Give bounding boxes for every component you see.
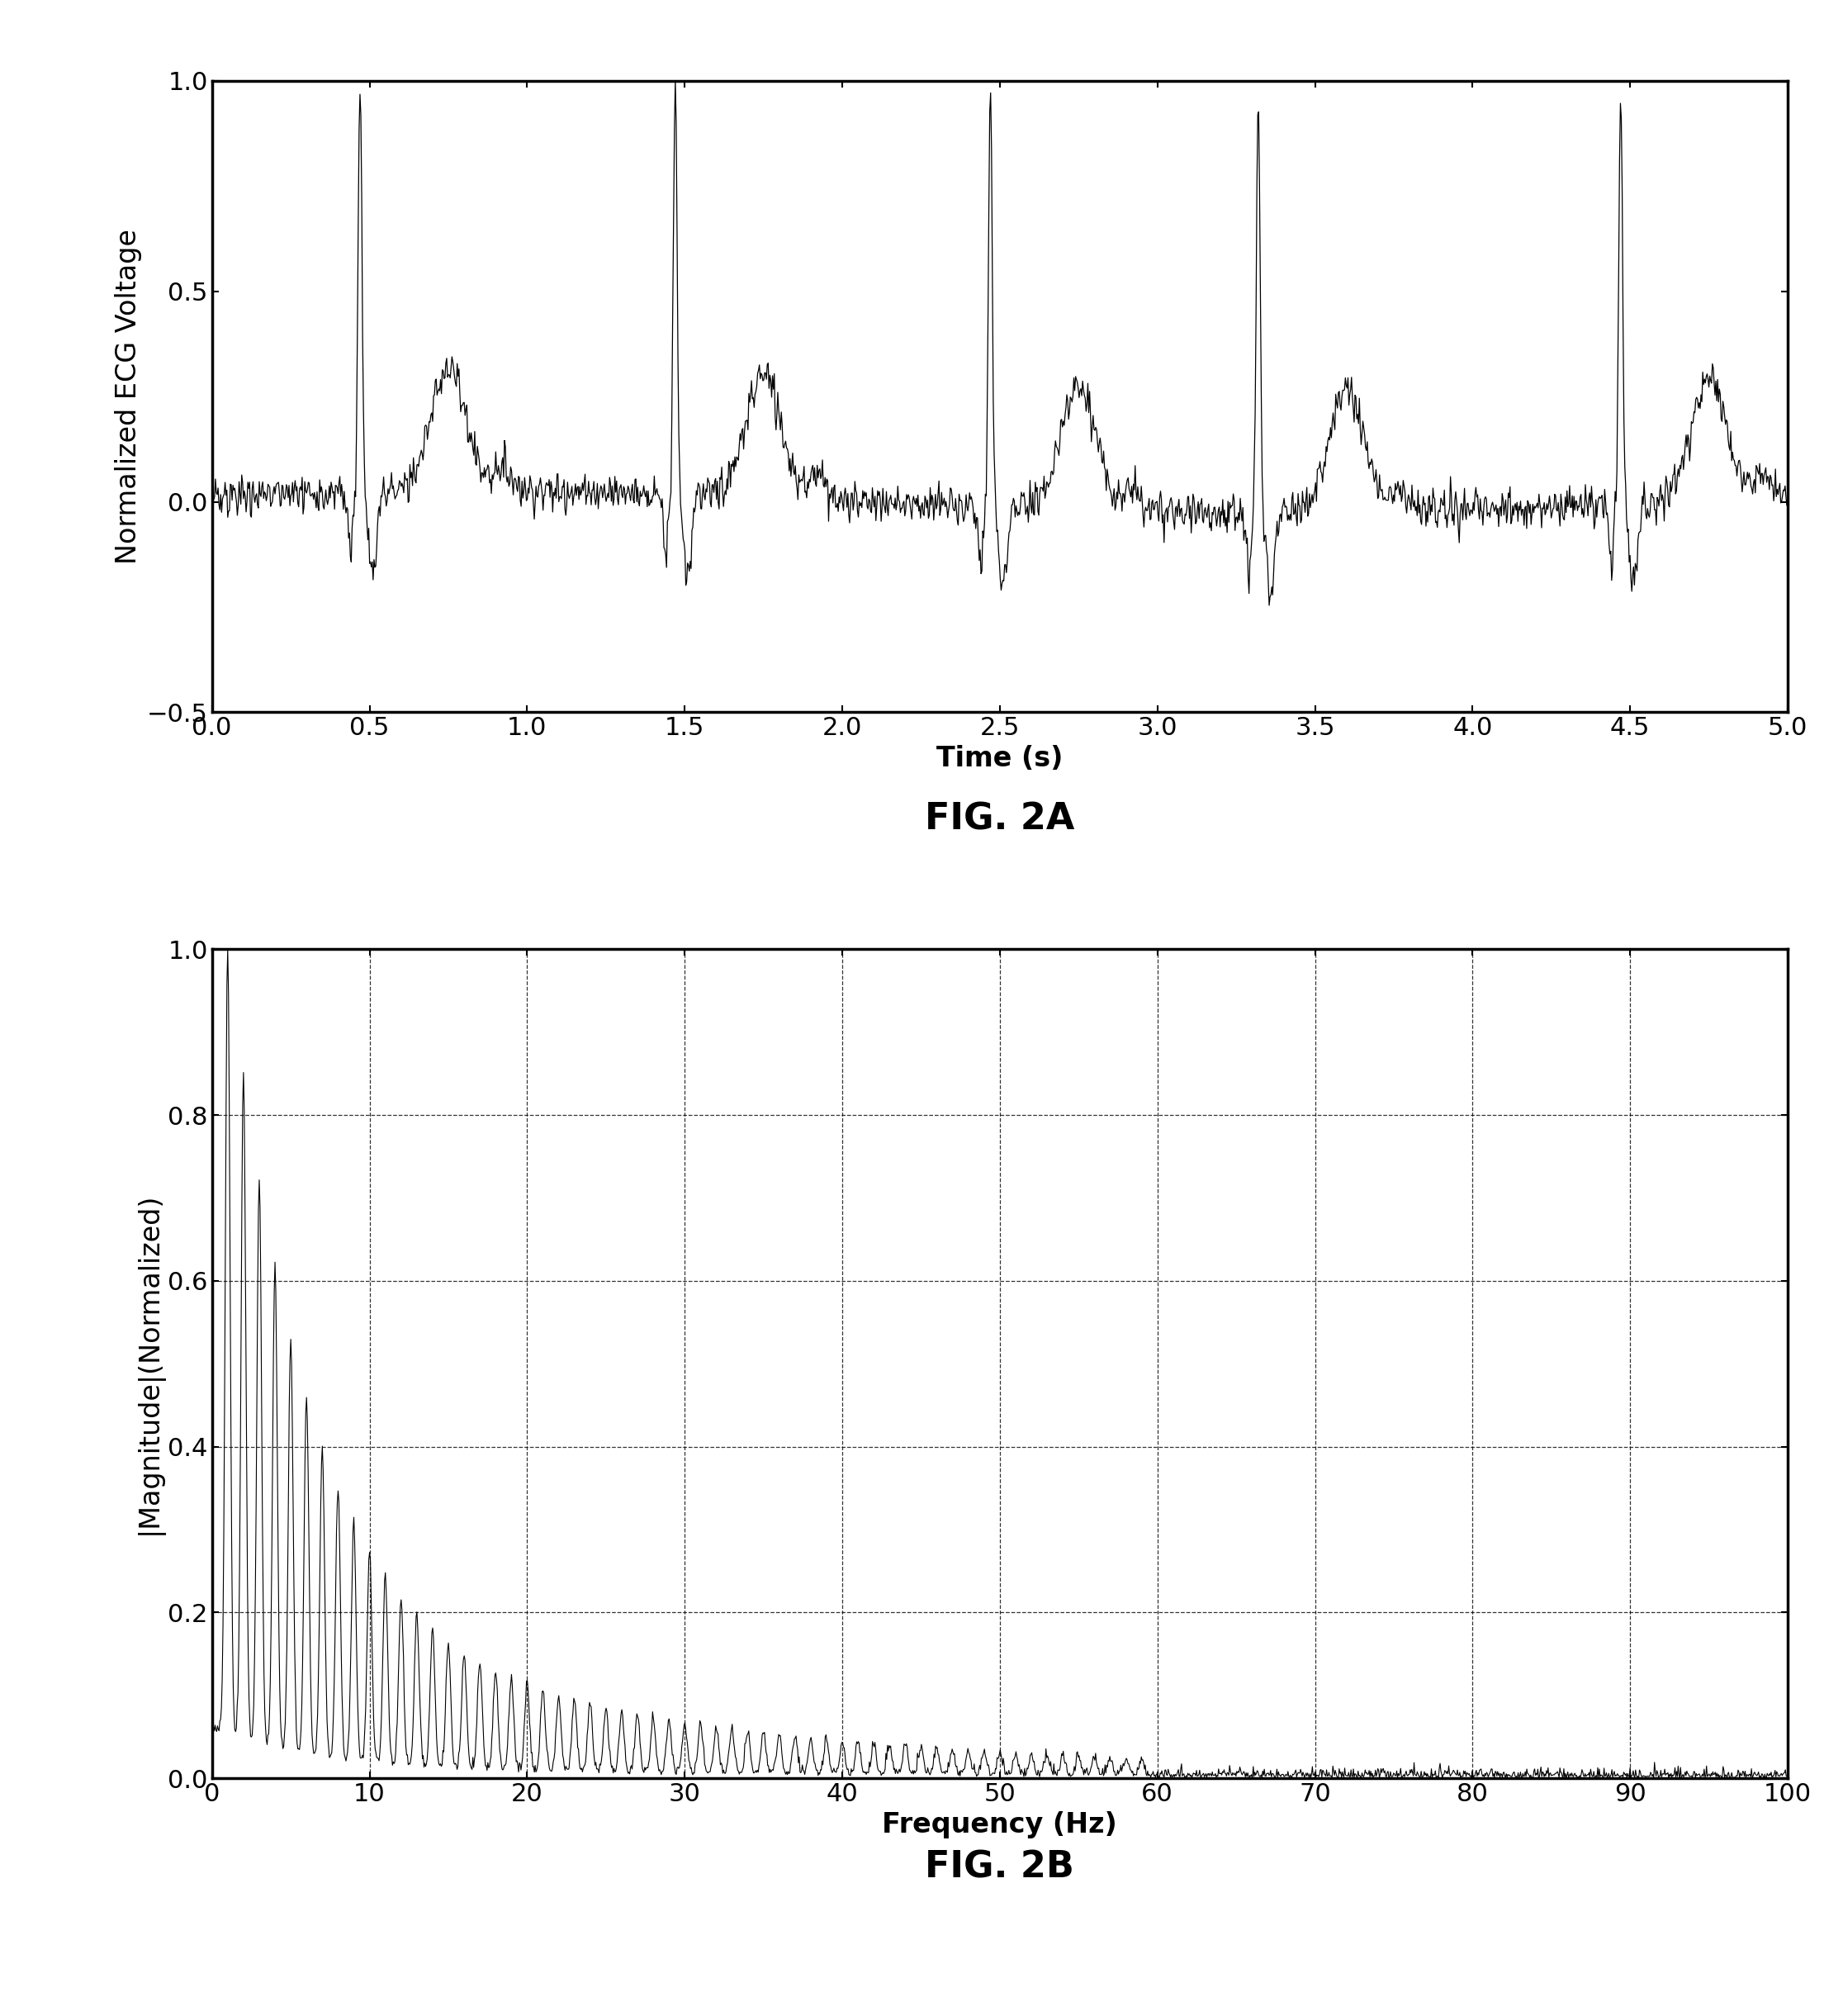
Text: FIG. 2B: FIG. 2B — [925, 1849, 1074, 1885]
X-axis label: Frequency (Hz): Frequency (Hz) — [883, 1810, 1117, 1839]
Y-axis label: |Magnitude|(Normalized): |Magnitude|(Normalized) — [135, 1193, 164, 1534]
X-axis label: Time (s): Time (s) — [936, 744, 1063, 772]
Text: FIG. 2A: FIG. 2A — [925, 800, 1074, 837]
Y-axis label: Normalized ECG Voltage: Normalized ECG Voltage — [114, 230, 142, 564]
